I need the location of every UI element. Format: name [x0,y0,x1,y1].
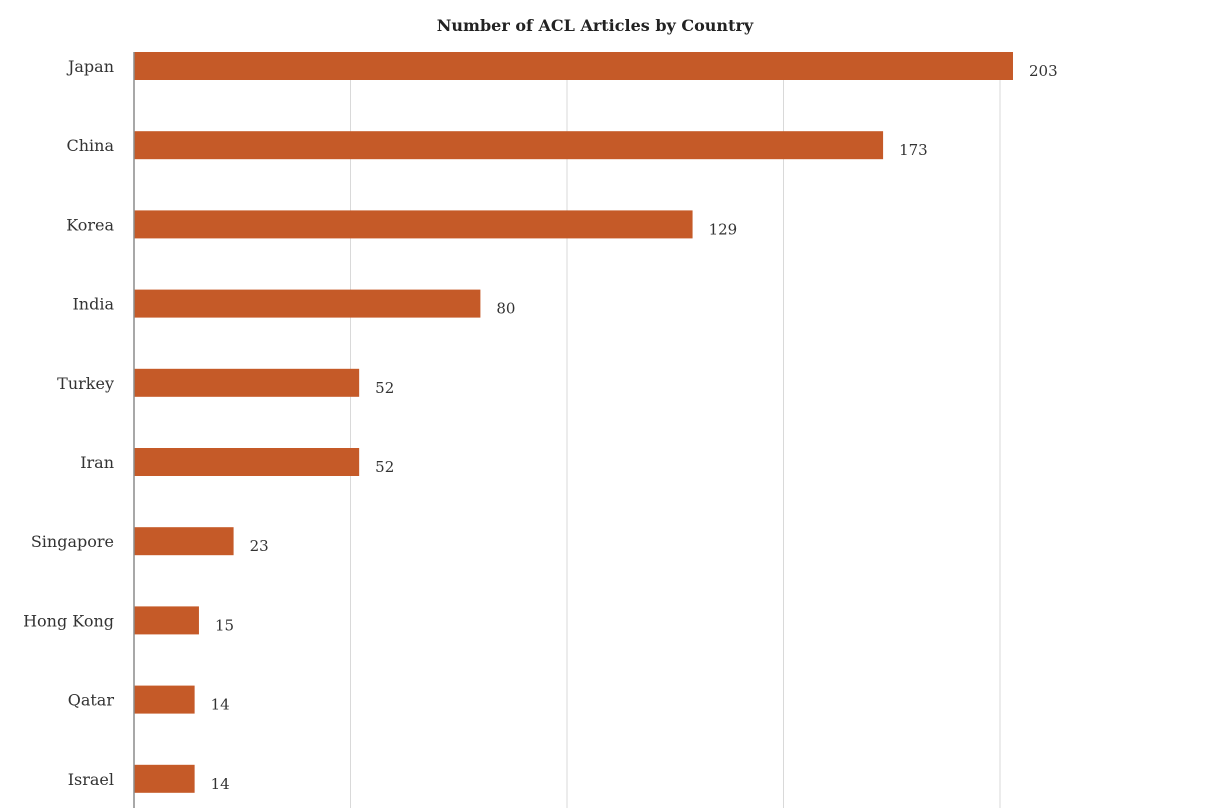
value-label-1: 173 [899,141,928,159]
bars [134,52,1013,793]
bar-4 [134,368,360,397]
bar-8 [134,685,195,714]
category-label-5: Iran [80,453,114,472]
bar-5 [134,448,360,476]
category-label-2: Korea [66,215,114,234]
category-label-6: Singapore [31,532,114,551]
bar-6 [134,527,234,556]
value-label-5: 52 [375,458,394,476]
bar-3 [134,289,481,318]
category-label-7: Hong Kong [23,611,114,630]
category-label-0: Japan [66,57,114,76]
category-label-8: Qatar [68,691,115,710]
category-labels: Japan China Korea India Turkey Iran Singapore H… [23,57,114,789]
bar-9 [134,764,195,793]
bar-2 [134,210,693,239]
bar-0 [134,52,1013,80]
bar-7 [134,606,199,635]
value-label-4: 52 [375,379,394,397]
category-label-9: Israel [68,770,114,789]
gridlines [350,52,1001,808]
category-label-3: India [72,295,114,314]
value-label-2: 129 [709,220,738,238]
value-label-3: 80 [496,300,515,318]
chart-title: Number of ACL Articles by Country [437,16,754,35]
value-label-6: 23 [250,537,269,555]
category-label-4: Turkey [57,374,114,393]
value-label-9: 14 [211,775,230,793]
bar-1 [134,131,884,160]
value-label-8: 14 [211,696,230,714]
value-label-7: 15 [215,616,234,634]
category-label-1: China [66,136,114,155]
value-labels: 203 173 129 80 52 52 23 15 14 14 [211,62,1058,793]
value-label-0: 203 [1029,62,1058,80]
